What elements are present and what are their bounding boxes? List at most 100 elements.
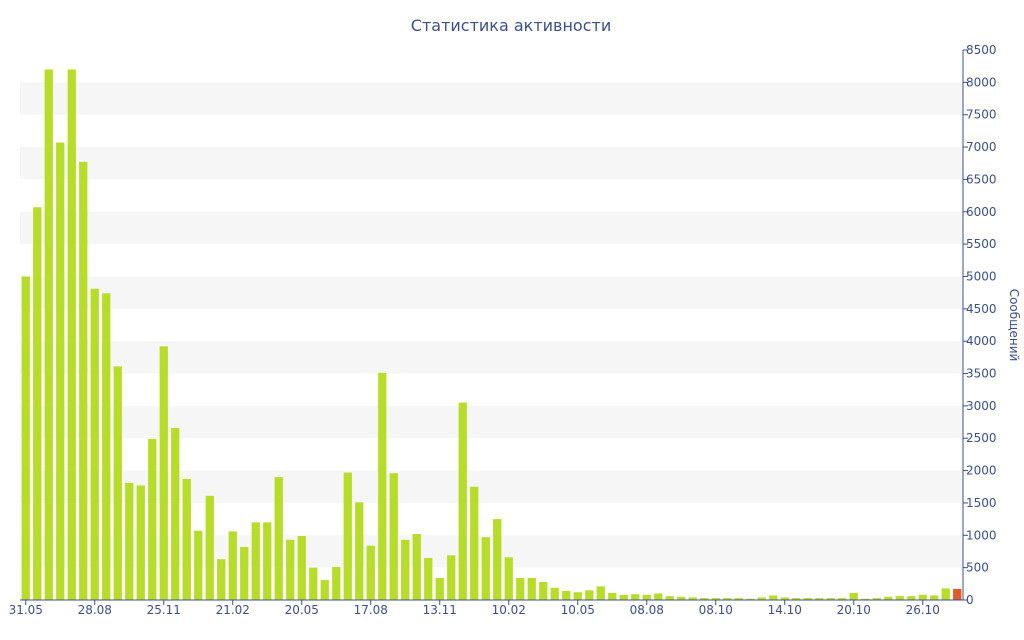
bar <box>217 559 226 600</box>
bar <box>585 590 594 600</box>
chart-title: Статистика активности <box>411 16 611 35</box>
x-tick-label: 21.02 <box>216 603 250 617</box>
y-tick-label: 1500 <box>966 496 997 510</box>
bar <box>792 598 801 600</box>
bar <box>654 593 663 600</box>
bar <box>378 372 387 600</box>
bar <box>447 555 456 600</box>
bar <box>148 438 157 600</box>
bar <box>527 578 536 600</box>
bar <box>286 539 295 600</box>
bar <box>757 597 766 600</box>
bar <box>320 579 329 600</box>
bar <box>642 594 651 600</box>
bar <box>481 537 490 600</box>
x-tick-label: 17.08 <box>354 603 388 617</box>
bar <box>343 472 352 600</box>
bar <box>815 598 824 600</box>
x-tick-label: 26.10 <box>906 603 940 617</box>
bar <box>56 142 65 600</box>
x-tick-label: 10.02 <box>492 603 526 617</box>
bar <box>424 557 433 600</box>
bar <box>838 598 847 600</box>
x-tick-label: 10.05 <box>561 603 595 617</box>
x-tick-label: 08.10 <box>699 603 733 617</box>
bar <box>125 482 134 600</box>
grid-band <box>20 82 963 115</box>
y-tick-label: 4500 <box>966 302 997 316</box>
bar <box>769 595 778 600</box>
y-axis-label: Сообщений <box>1007 289 1021 362</box>
bar <box>33 207 42 601</box>
bar <box>355 502 364 600</box>
bar <box>205 495 214 600</box>
bar <box>550 587 559 600</box>
bar <box>688 597 697 600</box>
bar <box>79 161 88 600</box>
bar <box>136 485 145 600</box>
bar <box>930 595 939 600</box>
bar <box>826 598 835 600</box>
bar <box>872 598 881 600</box>
bar <box>734 598 743 600</box>
bar <box>194 530 203 600</box>
bar <box>240 546 249 600</box>
bar <box>389 473 398 600</box>
bar <box>470 486 479 600</box>
x-tick-label: 13.11 <box>423 603 457 617</box>
bar <box>677 596 686 600</box>
y-tick-label: 3500 <box>966 367 997 381</box>
bar <box>918 594 927 600</box>
y-tick-label: 6000 <box>966 205 997 219</box>
x-axis-ticks: 31.05 28.08 25.11 21.02 20.05 17.08 13.11 10.02… <box>9 600 940 617</box>
bar <box>723 598 732 600</box>
bar <box>435 578 444 600</box>
bar <box>907 596 916 600</box>
bar <box>631 594 640 600</box>
bar <box>849 592 858 600</box>
bar <box>401 539 410 600</box>
y-tick-label: 500 <box>966 561 989 575</box>
y-tick-label: 7000 <box>966 140 997 154</box>
bar <box>539 581 548 600</box>
y-tick-label: 2000 <box>966 464 997 478</box>
grid-band <box>20 341 963 374</box>
bar <box>746 598 755 600</box>
bars-group <box>21 69 962 601</box>
bar <box>171 427 180 600</box>
bar <box>619 594 628 600</box>
bar <box>493 519 502 600</box>
bar <box>113 366 122 600</box>
bar <box>366 545 375 600</box>
y-tick-label: 2500 <box>966 431 997 445</box>
grid-band <box>20 147 963 180</box>
bar <box>159 346 168 600</box>
bar <box>297 535 306 600</box>
y-tick-label: 6500 <box>966 172 997 186</box>
bar <box>332 567 341 600</box>
x-tick-label: 14.10 <box>768 603 802 617</box>
grid-band <box>20 276 963 309</box>
x-tick-label: 08.08 <box>630 603 664 617</box>
bar <box>700 598 709 600</box>
bar <box>596 586 605 600</box>
y-tick-label: 5500 <box>966 237 997 251</box>
bar <box>573 592 582 600</box>
bar <box>251 522 260 600</box>
y-tick-label: 8000 <box>966 75 997 89</box>
bar <box>309 567 318 600</box>
bar <box>90 288 99 600</box>
bar <box>182 479 191 600</box>
bar <box>21 276 30 600</box>
bar <box>803 598 812 600</box>
bar <box>44 69 53 600</box>
bar <box>884 596 893 600</box>
y-tick-label: 1000 <box>966 528 997 542</box>
x-tick-label: 20.10 <box>837 603 871 617</box>
bar <box>516 578 525 600</box>
x-tick-label: 25.11 <box>147 603 181 617</box>
bar <box>941 588 950 600</box>
bar <box>780 597 789 600</box>
x-tick-label: 20.05 <box>285 603 319 617</box>
